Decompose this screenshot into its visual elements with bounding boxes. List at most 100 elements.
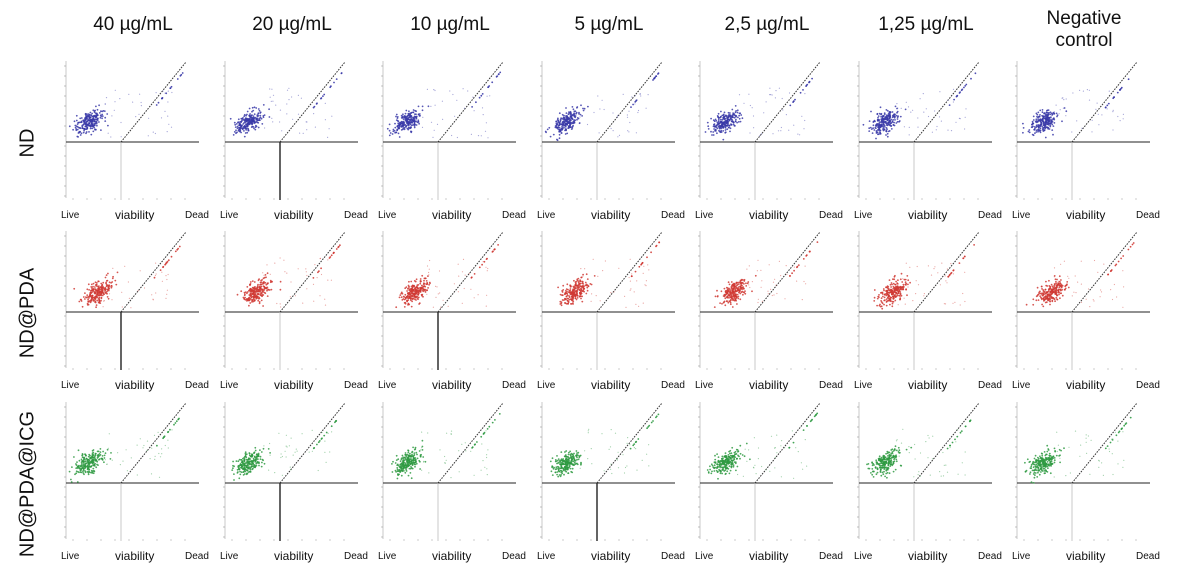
data-point bbox=[82, 306, 84, 308]
data-point bbox=[716, 125, 718, 127]
data-point bbox=[928, 116, 929, 117]
data-point bbox=[723, 116, 725, 118]
data-point bbox=[287, 90, 288, 91]
data-point bbox=[743, 103, 744, 104]
data-point bbox=[731, 281, 733, 283]
data-point bbox=[730, 291, 732, 293]
data-point bbox=[336, 248, 338, 250]
data-point bbox=[407, 122, 409, 124]
data-point bbox=[492, 250, 494, 252]
data-point bbox=[422, 109, 424, 111]
data-point bbox=[635, 304, 636, 305]
data-point bbox=[180, 75, 182, 77]
data-point bbox=[1046, 120, 1048, 122]
data-point bbox=[597, 276, 598, 277]
data-point bbox=[581, 301, 583, 303]
data-point bbox=[727, 120, 729, 122]
data-point bbox=[877, 117, 879, 119]
data-point bbox=[273, 95, 274, 96]
data-point bbox=[1095, 109, 1096, 110]
data-point bbox=[1042, 109, 1044, 111]
data-point bbox=[79, 118, 81, 120]
data-point bbox=[909, 282, 911, 284]
point-cloud bbox=[69, 72, 184, 138]
data-point bbox=[658, 242, 660, 244]
data-point bbox=[286, 435, 287, 436]
data-point bbox=[962, 293, 963, 294]
data-point bbox=[269, 88, 270, 89]
data-point bbox=[1120, 258, 1122, 260]
data-point bbox=[89, 294, 91, 296]
data-point bbox=[786, 265, 787, 266]
data-point bbox=[745, 282, 747, 284]
data-point bbox=[399, 294, 401, 296]
data-point bbox=[751, 290, 753, 292]
data-point bbox=[863, 124, 865, 126]
data-point bbox=[637, 112, 638, 113]
data-point bbox=[488, 85, 490, 87]
data-point bbox=[306, 271, 307, 272]
data-point bbox=[408, 295, 410, 297]
data-point bbox=[499, 72, 501, 74]
data-point bbox=[716, 290, 718, 292]
data-point bbox=[789, 92, 790, 93]
data-point bbox=[151, 448, 152, 449]
data-point bbox=[1058, 281, 1059, 282]
data-point bbox=[1114, 284, 1115, 285]
data-point bbox=[757, 260, 758, 261]
data-point bbox=[390, 132, 392, 134]
data-point bbox=[560, 117, 562, 119]
data-point bbox=[878, 294, 880, 296]
data-point bbox=[103, 293, 105, 295]
data-point bbox=[85, 113, 87, 115]
data-point bbox=[794, 99, 796, 101]
data-point bbox=[1046, 297, 1048, 299]
data-point bbox=[587, 278, 589, 280]
data-point bbox=[1130, 246, 1132, 248]
data-point bbox=[1032, 121, 1034, 123]
data-point bbox=[264, 463, 266, 465]
data-point bbox=[421, 275, 423, 277]
data-point bbox=[886, 305, 888, 307]
x-label-viability: viability bbox=[432, 378, 471, 392]
data-point bbox=[301, 98, 302, 99]
data-point bbox=[1075, 292, 1076, 293]
data-point bbox=[804, 93, 805, 94]
data-point bbox=[398, 133, 400, 135]
data-point bbox=[1044, 129, 1046, 131]
data-point bbox=[1055, 283, 1057, 285]
data-point bbox=[474, 110, 475, 111]
data-point bbox=[1055, 288, 1057, 290]
data-point bbox=[414, 122, 416, 124]
data-point bbox=[635, 271, 637, 273]
data-point bbox=[79, 127, 81, 129]
data-point bbox=[906, 263, 907, 264]
data-point bbox=[103, 461, 105, 463]
data-point bbox=[88, 131, 90, 133]
data-point bbox=[578, 112, 580, 114]
data-point bbox=[1073, 292, 1074, 293]
data-point bbox=[889, 292, 891, 294]
data-point bbox=[401, 299, 403, 301]
data-point bbox=[1022, 132, 1024, 134]
data-point bbox=[249, 113, 251, 115]
data-point bbox=[584, 108, 586, 110]
data-point bbox=[331, 425, 333, 427]
data-point bbox=[947, 130, 948, 131]
data-point bbox=[744, 279, 746, 281]
data-point bbox=[774, 279, 775, 280]
data-point bbox=[648, 269, 649, 270]
data-point bbox=[409, 289, 411, 291]
data-point bbox=[90, 112, 92, 114]
data-point bbox=[1046, 114, 1048, 116]
data-point bbox=[494, 249, 496, 251]
data-point bbox=[803, 281, 804, 282]
data-point bbox=[401, 296, 403, 298]
data-point bbox=[877, 129, 879, 131]
data-point bbox=[561, 124, 563, 126]
data-point bbox=[94, 286, 96, 288]
data-point bbox=[418, 123, 420, 125]
data-point bbox=[408, 292, 410, 294]
data-point bbox=[631, 273, 632, 274]
